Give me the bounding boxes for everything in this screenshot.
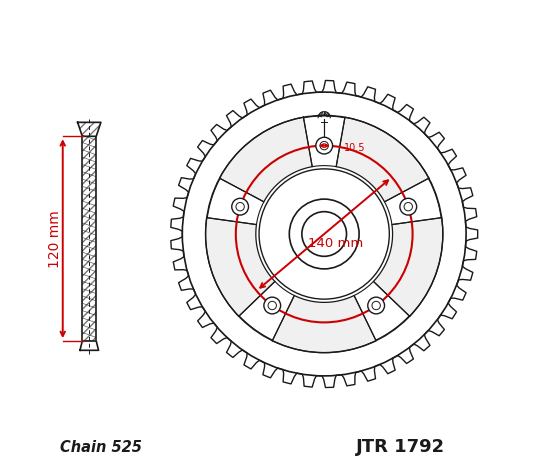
Polygon shape bbox=[374, 218, 443, 316]
Polygon shape bbox=[385, 178, 441, 225]
Text: 120 mm: 120 mm bbox=[48, 210, 62, 268]
Polygon shape bbox=[336, 117, 429, 202]
Polygon shape bbox=[304, 116, 345, 167]
Polygon shape bbox=[207, 178, 264, 225]
Polygon shape bbox=[220, 117, 312, 202]
Text: JTR 1792: JTR 1792 bbox=[356, 438, 446, 456]
Text: Chain 525: Chain 525 bbox=[60, 439, 142, 454]
Polygon shape bbox=[239, 281, 295, 340]
Circle shape bbox=[264, 297, 281, 314]
Circle shape bbox=[232, 198, 249, 215]
Polygon shape bbox=[80, 341, 99, 351]
Circle shape bbox=[368, 297, 385, 314]
Text: 140 mm: 140 mm bbox=[308, 237, 363, 250]
Circle shape bbox=[400, 198, 417, 215]
Polygon shape bbox=[206, 218, 275, 316]
Bar bbox=[82, 136, 96, 341]
Bar bbox=[82, 136, 96, 341]
Text: 10.5: 10.5 bbox=[344, 143, 366, 153]
Polygon shape bbox=[78, 122, 101, 136]
Polygon shape bbox=[354, 281, 409, 340]
Polygon shape bbox=[272, 295, 376, 352]
Circle shape bbox=[316, 137, 333, 154]
